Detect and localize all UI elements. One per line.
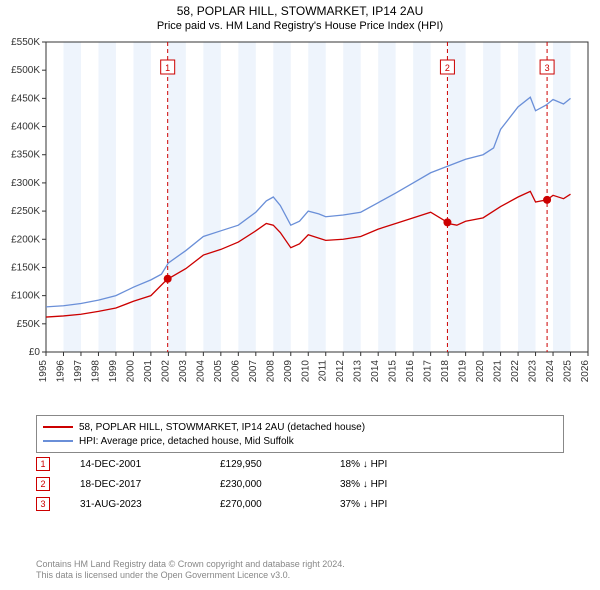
svg-text:2018: 2018 (440, 360, 451, 383)
svg-text:1: 1 (165, 63, 170, 73)
svg-text:2025: 2025 (563, 360, 574, 383)
svg-text:2021: 2021 (493, 360, 504, 383)
attribution: Contains HM Land Registry data © Crown c… (36, 559, 345, 582)
svg-text:2015: 2015 (388, 360, 399, 383)
transaction-row: 2 18-DEC-2017 £230,000 38% ↓ HPI (36, 474, 564, 494)
svg-text:2011: 2011 (318, 360, 329, 382)
svg-text:1995: 1995 (38, 360, 49, 383)
svg-text:2016: 2016 (405, 360, 416, 383)
marker-box-2: 2 (36, 477, 50, 491)
legend-swatch-price-paid (43, 426, 73, 428)
svg-text:2008: 2008 (265, 360, 276, 383)
legend-swatch-hpi (43, 440, 73, 442)
transaction-pct: 37% ↓ HPI (340, 499, 460, 510)
svg-text:2020: 2020 (475, 360, 486, 383)
svg-text:2012: 2012 (335, 360, 346, 383)
legend-label-price-paid: 58, POPLAR HILL, STOWMARKET, IP14 2AU (d… (79, 422, 365, 433)
svg-text:£400K: £400K (11, 122, 40, 133)
svg-text:2006: 2006 (230, 360, 241, 383)
svg-text:2022: 2022 (510, 360, 521, 383)
svg-text:£500K: £500K (11, 65, 40, 76)
svg-text:2003: 2003 (178, 360, 189, 383)
svg-text:£350K: £350K (11, 150, 40, 161)
svg-text:2005: 2005 (213, 360, 224, 383)
transaction-pct: 38% ↓ HPI (340, 479, 460, 490)
transaction-price: £270,000 (220, 499, 340, 510)
legend-row-hpi: HPI: Average price, detached house, Mid … (43, 434, 557, 448)
transaction-pct: 18% ↓ HPI (340, 459, 460, 470)
attribution-line1: Contains HM Land Registry data © Crown c… (36, 559, 345, 571)
svg-text:2002: 2002 (160, 360, 171, 383)
svg-text:2010: 2010 (300, 360, 311, 383)
svg-text:2019: 2019 (458, 360, 469, 383)
marker-box-3: 3 (36, 497, 50, 511)
marker-box-1: 1 (36, 457, 50, 471)
svg-text:1998: 1998 (90, 360, 101, 383)
legend-label-hpi: HPI: Average price, detached house, Mid … (79, 436, 294, 447)
svg-text:£250K: £250K (11, 206, 40, 217)
svg-text:2000: 2000 (125, 360, 136, 383)
svg-text:2023: 2023 (528, 360, 539, 383)
transaction-price: £230,000 (220, 479, 340, 490)
svg-text:2009: 2009 (283, 360, 294, 383)
svg-text:1999: 1999 (108, 360, 119, 383)
transactions-table: 1 14-DEC-2001 £129,950 18% ↓ HPI 2 18-DE… (36, 454, 564, 514)
svg-text:£450K: £450K (11, 93, 40, 104)
svg-text:2001: 2001 (143, 360, 154, 383)
legend-row-price-paid: 58, POPLAR HILL, STOWMARKET, IP14 2AU (d… (43, 420, 557, 434)
svg-text:2024: 2024 (545, 360, 556, 383)
svg-text:£150K: £150K (11, 262, 40, 273)
svg-text:2013: 2013 (353, 360, 364, 383)
transaction-date: 18-DEC-2017 (80, 479, 220, 490)
svg-text:3: 3 (545, 63, 550, 73)
attribution-line2: This data is licensed under the Open Gov… (36, 570, 345, 582)
transaction-price: £129,950 (220, 459, 340, 470)
price-chart: £0 £50K £100K £150K £200K £250K £300K £350K £400… (0, 36, 600, 406)
svg-text:£0: £0 (29, 347, 41, 358)
svg-text:2004: 2004 (195, 360, 206, 383)
svg-text:1997: 1997 (73, 360, 84, 383)
svg-text:£100K: £100K (11, 291, 40, 302)
transaction-date: 14-DEC-2001 (80, 459, 220, 470)
chart-subtitle: Price paid vs. HM Land Registry's House … (0, 18, 600, 34)
svg-text:£200K: £200K (11, 234, 40, 245)
svg-text:1996: 1996 (55, 360, 66, 383)
series-legend: 58, POPLAR HILL, STOWMARKET, IP14 2AU (d… (36, 415, 564, 453)
svg-text:£300K: £300K (11, 178, 40, 189)
chart-title: 58, POPLAR HILL, STOWMARKET, IP14 2AU (0, 0, 600, 18)
svg-text:£50K: £50K (17, 319, 41, 330)
svg-text:2: 2 (445, 63, 450, 73)
svg-text:2017: 2017 (423, 360, 434, 383)
svg-text:2014: 2014 (370, 360, 381, 383)
svg-text:£550K: £550K (11, 37, 40, 48)
transaction-row: 3 31-AUG-2023 £270,000 37% ↓ HPI (36, 494, 564, 514)
transaction-row: 1 14-DEC-2001 £129,950 18% ↓ HPI (36, 454, 564, 474)
svg-text:2007: 2007 (248, 360, 259, 383)
transaction-date: 31-AUG-2023 (80, 499, 220, 510)
svg-text:2026: 2026 (580, 360, 591, 383)
